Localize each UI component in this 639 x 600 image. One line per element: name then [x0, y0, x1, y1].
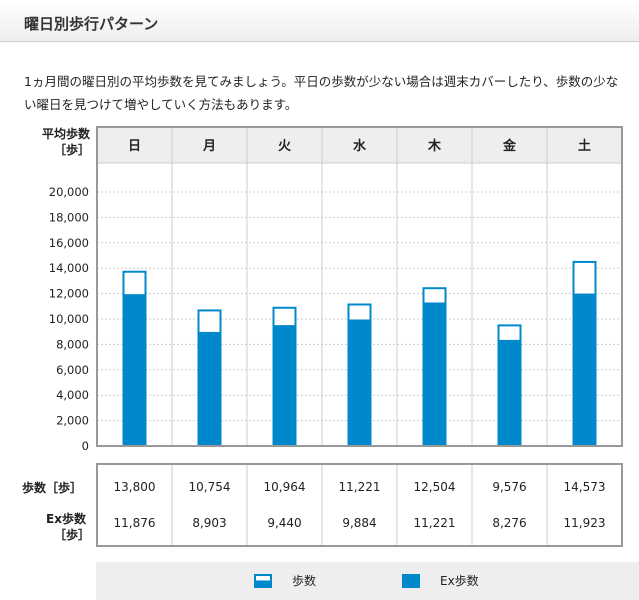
chart-frame [96, 126, 623, 447]
bar-ex-steps [122, 295, 147, 446]
bar-steps [197, 309, 222, 334]
legend-label-ex-steps: Ex歩数 [440, 574, 479, 588]
table-row-label-ex-unit: ［歩］ [54, 527, 90, 542]
y-tick-label: 10,000 [49, 312, 89, 326]
section-header: 曜日別歩行パターン [0, 0, 639, 42]
bar-steps [272, 306, 297, 328]
y-axis-unit: ［歩］ [54, 142, 90, 157]
bar-ex-steps [497, 340, 522, 446]
table-row-label-ex-steps: Ex歩数 [46, 511, 87, 526]
chart-legend: 歩数 Ex歩数 [96, 562, 639, 600]
legend-swatch-ex-steps [402, 574, 420, 588]
table-cell-ex-steps: 8,276 [492, 516, 526, 530]
bar-ex-steps [272, 326, 297, 446]
y-tick-label: 6,000 [56, 363, 89, 377]
table-cell-ex-steps: 9,884 [342, 516, 376, 530]
table-cell-ex-steps: 8,903 [192, 516, 226, 530]
day-header-band [97, 127, 622, 163]
day-label: 金 [502, 138, 517, 154]
y-tick-label: 12,000 [49, 287, 89, 301]
table-cell-ex-steps: 9,440 [267, 516, 301, 530]
bar-ex-steps [347, 320, 372, 446]
y-axis-title: 平均歩数 [42, 126, 91, 141]
y-tick-label: 18,000 [49, 210, 89, 224]
legend-label-steps: 歩数 [292, 574, 317, 588]
day-label: 土 [578, 138, 591, 154]
day-label: 日 [128, 139, 141, 154]
table-cell-steps: 13,800 [114, 480, 156, 494]
table-cell-steps: 11,221 [339, 480, 381, 494]
table-cell-steps: 10,964 [264, 480, 306, 494]
y-tick-label: 14,000 [49, 261, 89, 275]
section-title: 曜日別歩行パターン [24, 15, 159, 33]
table-frame [96, 463, 623, 547]
y-tick-label: 16,000 [49, 236, 89, 250]
bar-steps [497, 324, 522, 342]
bar-steps [572, 260, 597, 296]
y-tick-label: 8,000 [56, 337, 89, 351]
table-cell-steps: 12,504 [414, 480, 456, 494]
day-label: 火 [278, 139, 292, 154]
y-tick-label: 0 [82, 439, 89, 453]
bar-ex-steps [422, 303, 447, 446]
bar-steps [422, 287, 447, 305]
table-cell-steps: 9,576 [492, 480, 526, 494]
table-cell-ex-steps: 11,221 [414, 516, 456, 530]
day-label: 水 [353, 138, 367, 154]
table-cell-ex-steps: 11,876 [114, 516, 156, 530]
y-tick-label: 20,000 [49, 185, 89, 199]
y-tick-label: 4,000 [56, 388, 89, 402]
table-cell-steps: 10,754 [189, 480, 231, 494]
y-tick-label: 2,000 [56, 414, 89, 428]
table-cell-ex-steps: 11,923 [564, 516, 606, 530]
table-row-label-steps: 歩数［歩］ [22, 480, 82, 495]
day-label: 木 [427, 138, 442, 154]
bar-ex-steps [197, 332, 222, 446]
bar-ex-steps [572, 294, 597, 446]
day-label: 月 [202, 139, 216, 154]
table-cell-steps: 14,573 [564, 480, 606, 494]
bar-steps [347, 303, 372, 322]
legend-swatch-steps [254, 574, 272, 588]
description-text: 1ヵ月間の曜日別の平均歩数を見てみましょう。平日の歩数が少ない場合は週末カバーし… [24, 74, 619, 112]
bar-steps [122, 270, 147, 297]
